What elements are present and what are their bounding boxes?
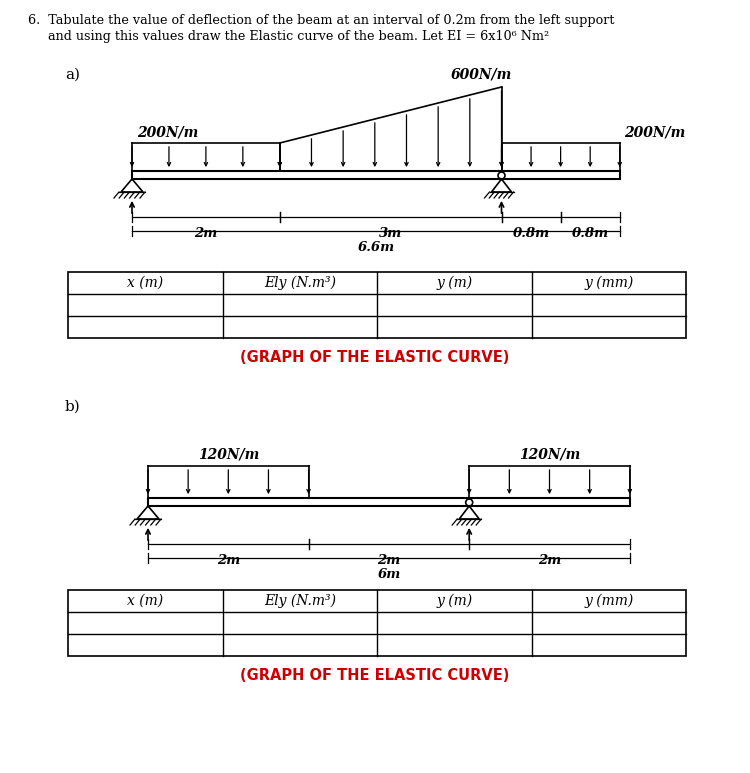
Text: b): b): [65, 400, 81, 414]
Text: y (m): y (m): [436, 594, 472, 608]
Text: Ely (N.m³): Ely (N.m³): [264, 594, 336, 608]
Text: 0.8m: 0.8m: [512, 227, 550, 240]
Text: 120N/m: 120N/m: [198, 448, 259, 462]
Text: 6.6m: 6.6m: [357, 241, 395, 254]
Text: y (mm): y (mm): [584, 276, 633, 290]
Text: 2m: 2m: [538, 554, 561, 567]
Bar: [68, 272, 686, 338]
Text: 2m: 2m: [377, 554, 400, 567]
Text: 200N/m: 200N/m: [137, 125, 198, 139]
Text: (GRAPH OF THE ELASTIC CURVE): (GRAPH OF THE ELASTIC CURVE): [240, 350, 510, 365]
Text: 200N/m: 200N/m: [624, 125, 685, 139]
Text: x (m): x (m): [128, 276, 164, 290]
Text: 3m: 3m: [379, 227, 402, 240]
Text: a): a): [65, 68, 80, 82]
Text: 6.  Tabulate the value of deflection of the beam at an interval of 0.2m from the: 6. Tabulate the value of deflection of t…: [28, 14, 614, 27]
Bar: [68, 590, 686, 656]
Text: 2m: 2m: [217, 554, 240, 567]
Text: 6m: 6m: [377, 568, 400, 581]
Text: Ely (N.m³): Ely (N.m³): [264, 276, 336, 290]
Text: y (mm): y (mm): [584, 594, 633, 608]
Text: and using this values draw the Elastic curve of the beam. Let EI = 6x10⁶ Nm²: and using this values draw the Elastic c…: [28, 30, 549, 43]
Text: 0.8m: 0.8m: [572, 227, 609, 240]
Text: (GRAPH OF THE ELASTIC CURVE): (GRAPH OF THE ELASTIC CURVE): [240, 668, 510, 683]
Text: 600N/m: 600N/m: [451, 67, 512, 81]
Text: x (m): x (m): [128, 594, 164, 608]
Text: 2m: 2m: [194, 227, 217, 240]
Text: 120N/m: 120N/m: [519, 448, 580, 462]
Text: y (m): y (m): [436, 276, 472, 290]
